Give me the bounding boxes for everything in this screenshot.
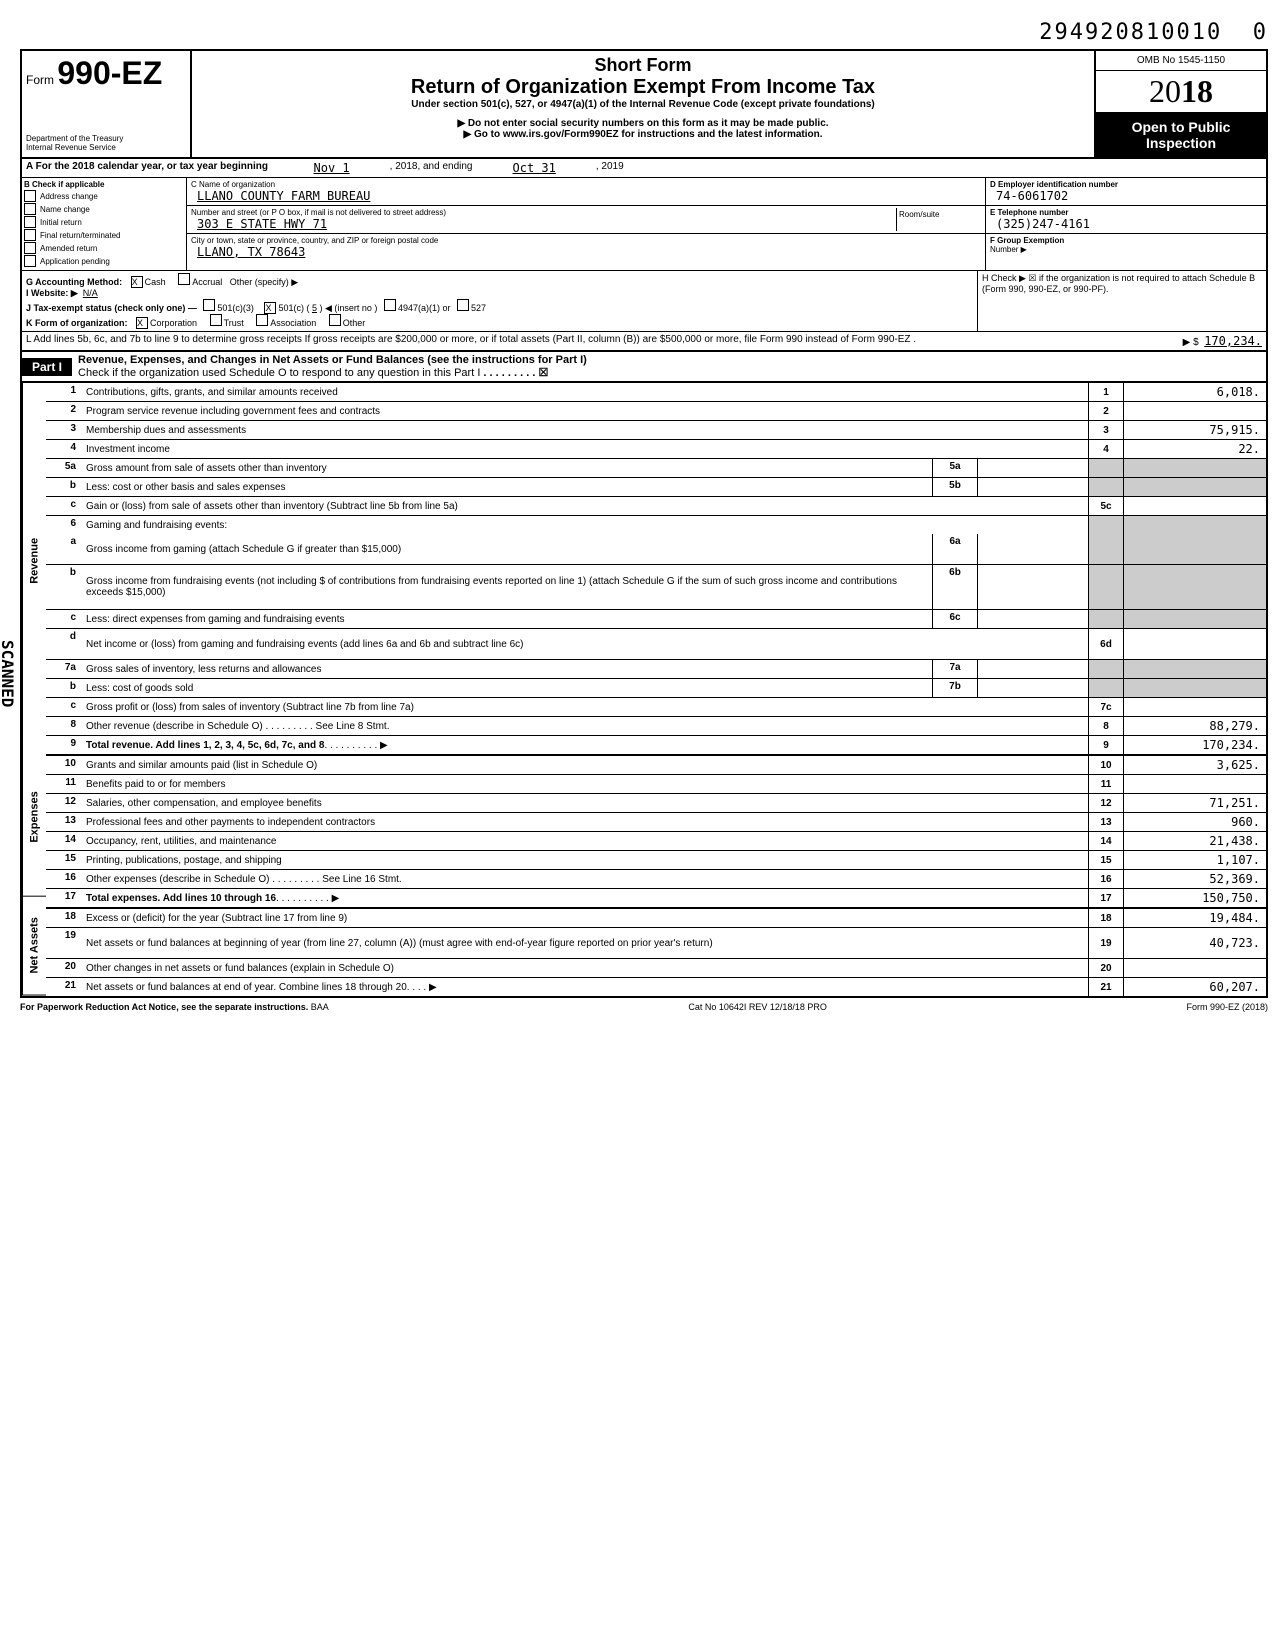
phone: (325)247-4161 — [996, 217, 1262, 231]
line-4: 4Investment income 422. — [46, 440, 1266, 459]
goto-link: ▶ Go to www.irs.gov/Form990EZ for instru… — [196, 129, 1090, 140]
col-c-org: C Name of organization LLANO COUNTY FARM… — [187, 178, 986, 270]
title-cell: Short Form Return of Organization Exempt… — [192, 51, 1096, 157]
line-20: 20Other changes in net assets or fund ba… — [46, 959, 1266, 978]
line-21: 21Net assets or fund balances at end of … — [46, 978, 1266, 996]
org-city: LLANO, TX 78643 — [197, 245, 981, 259]
org-address: 303 E STATE HWY 71 — [197, 217, 896, 231]
line-19: 19Net assets or fund balances at beginni… — [46, 928, 1266, 959]
room-suite: Room/suite — [896, 208, 981, 231]
line-15: 15Printing, publications, postage, and s… — [46, 851, 1266, 870]
row-h: H Check ▶ ☒ if the organization is not r… — [977, 271, 1266, 331]
line-18: 18Excess or (deficit) for the year (Subt… — [46, 909, 1266, 928]
line-12: 12Salaries, other compensation, and empl… — [46, 794, 1266, 813]
line-7a: 7aGross sales of inventory, less returns… — [46, 660, 1266, 679]
line-13: 13Professional fees and other payments t… — [46, 813, 1266, 832]
row-a-tax-year: A For the 2018 calendar year, or tax yea… — [20, 159, 1268, 178]
gross-receipts: 170,234. — [1204, 334, 1262, 348]
line-8: 8Other revenue (describe in Schedule O) … — [46, 717, 1266, 736]
line-6c: cLess: direct expenses from gaming and f… — [46, 610, 1266, 629]
checkbox-other-org[interactable] — [329, 314, 341, 326]
line-11: 11Benefits paid to or for members 11 — [46, 775, 1266, 794]
checkbox-accrual[interactable] — [178, 273, 190, 285]
omb-number: OMB No 1545-1150 — [1096, 51, 1266, 71]
checkbox-527[interactable] — [457, 299, 469, 311]
line-5b: bLess: cost or other basis and sales exp… — [46, 478, 1266, 497]
line-6d: dNet income or (loss) from gaming and fu… — [46, 629, 1266, 660]
checkbox-name[interactable] — [24, 203, 36, 215]
line-5a: 5aGross amount from sale of assets other… — [46, 459, 1266, 478]
line-9: 9Total revenue. Add lines 1, 2, 3, 4, 5c… — [46, 736, 1266, 756]
form-header: Form 990-EZ Department of the Treasury I… — [20, 49, 1268, 159]
line-14: 14Occupancy, rent, utilities, and mainte… — [46, 832, 1266, 851]
part1-label: Part I — [22, 358, 72, 376]
row-l: L Add lines 5b, 6c, and 7b to line 9 to … — [20, 332, 1268, 351]
line-1: 1Contributions, gifts, grants, and simil… — [46, 383, 1266, 402]
checkbox-4947[interactable] — [384, 299, 396, 311]
scanned-stamp: SCANNED — [0, 640, 17, 707]
checkbox-corp[interactable]: X — [136, 317, 148, 329]
line-6b: bGross income from fundraising events (n… — [46, 565, 1266, 610]
checkbox-cash[interactable]: X — [131, 276, 143, 288]
side-expenses: Expenses — [22, 738, 46, 897]
document-id: 294920810010 0 — [20, 20, 1268, 45]
website: N/A — [83, 288, 98, 298]
part1-header: Part I Revenue, Expenses, and Changes in… — [20, 351, 1268, 383]
col-de: D Employer identification number 74-6061… — [986, 178, 1266, 270]
line-6: 6Gaming and fundraising events: — [46, 516, 1266, 534]
checkbox-501c[interactable]: X — [264, 302, 276, 314]
org-name: LLANO COUNTY FARM BUREAU — [197, 189, 981, 203]
side-revenue: Revenue — [22, 383, 46, 738]
line-16: 16Other expenses (describe in Schedule O… — [46, 870, 1266, 889]
open-public: Open to Public Inspection — [1096, 113, 1266, 157]
checkbox-amended[interactable] — [24, 242, 36, 254]
checkbox-initial[interactable] — [24, 216, 36, 228]
line-5c: cGain or (loss) from sale of assets othe… — [46, 497, 1266, 516]
page-footer: For Paperwork Reduction Act Notice, see … — [20, 998, 1268, 1016]
part1-title: Revenue, Expenses, and Changes in Net As… — [72, 352, 1266, 381]
side-netassets: Net Assets — [22, 896, 46, 996]
return-title: Return of Organization Exempt From Incom… — [196, 76, 1090, 99]
line-7b: bLess: cost of goods sold 7b — [46, 679, 1266, 698]
line-6a: aGross income from gaming (attach Schedu… — [46, 534, 1266, 565]
line-2: 2Program service revenue including gover… — [46, 402, 1266, 421]
line-3: 3Membership dues and assessments 375,915… — [46, 421, 1266, 440]
form-number: Form 990-EZ — [26, 55, 186, 92]
checkbox-address[interactable] — [24, 190, 36, 202]
checkbox-trust[interactable] — [210, 314, 222, 326]
right-header: OMB No 1545-1150 2018 Open to Public Ins… — [1096, 51, 1266, 157]
short-form-label: Short Form — [196, 55, 1090, 76]
ssn-warning: ▶ Do not enter social security numbers o… — [196, 118, 1090, 129]
checkbox-assoc[interactable] — [256, 314, 268, 326]
part1-table: Revenue Expenses Net Assets 1Contributio… — [20, 383, 1268, 998]
side-labels: Revenue Expenses Net Assets — [22, 383, 46, 996]
line-7c: cGross profit or (loss) from sales of in… — [46, 698, 1266, 717]
ein: 74-6061702 — [996, 189, 1262, 203]
form-number-cell: Form 990-EZ Department of the Treasury I… — [22, 51, 192, 157]
col-b-checkboxes: B Check if applicable Address change Nam… — [22, 178, 187, 270]
dept-treasury: Department of the Treasury Internal Reve… — [26, 135, 186, 153]
tax-year: 2018 — [1096, 71, 1266, 113]
subtitle: Under section 501(c), 527, or 4947(a)(1)… — [196, 99, 1090, 110]
checkbox-pending[interactable] — [24, 255, 36, 267]
checkbox-501c3[interactable] — [203, 299, 215, 311]
line-10: 10Grants and similar amounts paid (list … — [46, 756, 1266, 775]
line-17: 17Total expenses. Add lines 10 through 1… — [46, 889, 1266, 909]
checkbox-final[interactable] — [24, 229, 36, 241]
row-g-accounting: G Accounting Method: XCash Accrual Other… — [20, 271, 1268, 332]
org-info-block: B Check if applicable Address change Nam… — [20, 178, 1268, 271]
